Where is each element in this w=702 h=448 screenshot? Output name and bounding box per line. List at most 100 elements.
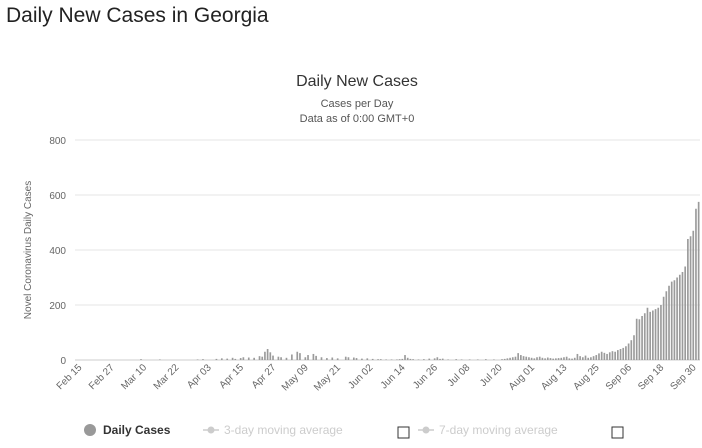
bar[interactable] <box>608 352 611 360</box>
bar[interactable] <box>695 208 697 360</box>
bar[interactable] <box>657 307 660 360</box>
bar[interactable] <box>595 355 598 360</box>
bar[interactable] <box>336 358 339 360</box>
bar[interactable] <box>598 353 600 360</box>
bar[interactable] <box>377 359 379 360</box>
bar[interactable] <box>697 201 700 360</box>
bar[interactable] <box>557 358 560 360</box>
bar[interactable] <box>630 340 633 360</box>
bar[interactable] <box>447 359 449 360</box>
bar[interactable] <box>552 358 555 360</box>
legend-item[interactable]: 3-day moving average <box>203 423 410 439</box>
bar[interactable] <box>428 358 431 360</box>
bar[interactable] <box>264 351 266 360</box>
bar[interactable] <box>455 359 458 360</box>
bar[interactable] <box>239 358 242 360</box>
bar[interactable] <box>622 347 625 360</box>
bar[interactable] <box>272 355 274 360</box>
bar[interactable] <box>579 356 581 360</box>
bar[interactable] <box>584 355 587 360</box>
legend-item[interactable]: Daily Cases <box>84 423 171 437</box>
bar[interactable] <box>576 353 579 360</box>
bar[interactable] <box>619 349 622 360</box>
legend-checkbox[interactable] <box>611 426 624 439</box>
bar[interactable] <box>530 357 533 360</box>
bar[interactable] <box>678 274 681 360</box>
bar[interactable] <box>646 307 649 360</box>
bar[interactable] <box>396 359 398 360</box>
bar[interactable] <box>509 357 511 360</box>
bar[interactable] <box>291 354 293 361</box>
bar[interactable] <box>371 358 374 360</box>
bar[interactable] <box>635 318 638 360</box>
bar[interactable] <box>676 277 678 361</box>
bar[interactable] <box>347 357 350 360</box>
bar[interactable] <box>638 319 641 360</box>
bar[interactable] <box>299 353 301 360</box>
legend-checkbox[interactable] <box>397 426 410 439</box>
bar[interactable] <box>315 355 317 360</box>
bar[interactable] <box>549 358 552 360</box>
bar[interactable] <box>689 236 692 360</box>
bar[interactable] <box>587 357 590 360</box>
bar[interactable] <box>533 358 536 360</box>
bar[interactable] <box>269 352 272 360</box>
legend-label[interactable]: 3-day moving average <box>224 423 343 437</box>
bar[interactable] <box>571 358 573 360</box>
bar[interactable] <box>312 353 315 360</box>
bar[interactable] <box>220 358 223 360</box>
bar[interactable] <box>196 359 199 360</box>
bar[interactable] <box>326 358 328 360</box>
bar[interactable] <box>352 357 355 360</box>
bar[interactable] <box>673 280 676 360</box>
bar[interactable] <box>231 357 234 360</box>
bar[interactable] <box>159 359 161 360</box>
bar[interactable] <box>668 285 670 360</box>
bar[interactable] <box>423 359 425 360</box>
bar[interactable] <box>468 359 471 360</box>
bar[interactable] <box>140 359 142 360</box>
bar[interactable] <box>215 358 218 360</box>
bar[interactable] <box>277 356 280 360</box>
bar[interactable] <box>355 358 358 360</box>
bar[interactable] <box>379 359 382 360</box>
bar[interactable] <box>484 359 487 360</box>
bar[interactable] <box>320 357 323 360</box>
bar[interactable] <box>649 311 651 360</box>
bar[interactable] <box>603 352 606 360</box>
bar[interactable] <box>436 357 439 360</box>
bar[interactable] <box>412 359 414 360</box>
bar[interactable] <box>600 351 603 360</box>
bar[interactable] <box>331 357 334 360</box>
bar[interactable] <box>687 239 689 360</box>
bar[interactable] <box>401 358 404 360</box>
bar[interactable] <box>652 310 654 361</box>
bar[interactable] <box>344 356 347 360</box>
bar[interactable] <box>660 305 662 360</box>
bar[interactable] <box>625 346 627 360</box>
bar[interactable] <box>525 356 528 360</box>
bar[interactable] <box>506 358 509 360</box>
bar[interactable] <box>258 356 261 360</box>
bar[interactable] <box>439 358 441 360</box>
bar[interactable] <box>606 353 608 360</box>
bar[interactable] <box>662 296 665 360</box>
bar[interactable] <box>541 357 544 360</box>
bar[interactable] <box>568 358 571 360</box>
bar[interactable] <box>514 356 517 360</box>
bar[interactable] <box>242 357 245 360</box>
bar[interactable] <box>563 357 565 360</box>
bar[interactable] <box>296 351 299 360</box>
bar[interactable] <box>226 358 229 360</box>
bar[interactable] <box>366 358 369 360</box>
bar[interactable] <box>565 356 568 360</box>
bar[interactable] <box>528 357 530 360</box>
bar[interactable] <box>404 355 406 360</box>
bar[interactable] <box>627 343 630 361</box>
bar[interactable] <box>573 357 576 360</box>
bar[interactable] <box>670 281 673 360</box>
bar[interactable] <box>522 356 525 360</box>
bar[interactable] <box>590 357 592 360</box>
legend-label[interactable]: Daily Cases <box>103 423 171 437</box>
bar[interactable] <box>614 351 616 360</box>
